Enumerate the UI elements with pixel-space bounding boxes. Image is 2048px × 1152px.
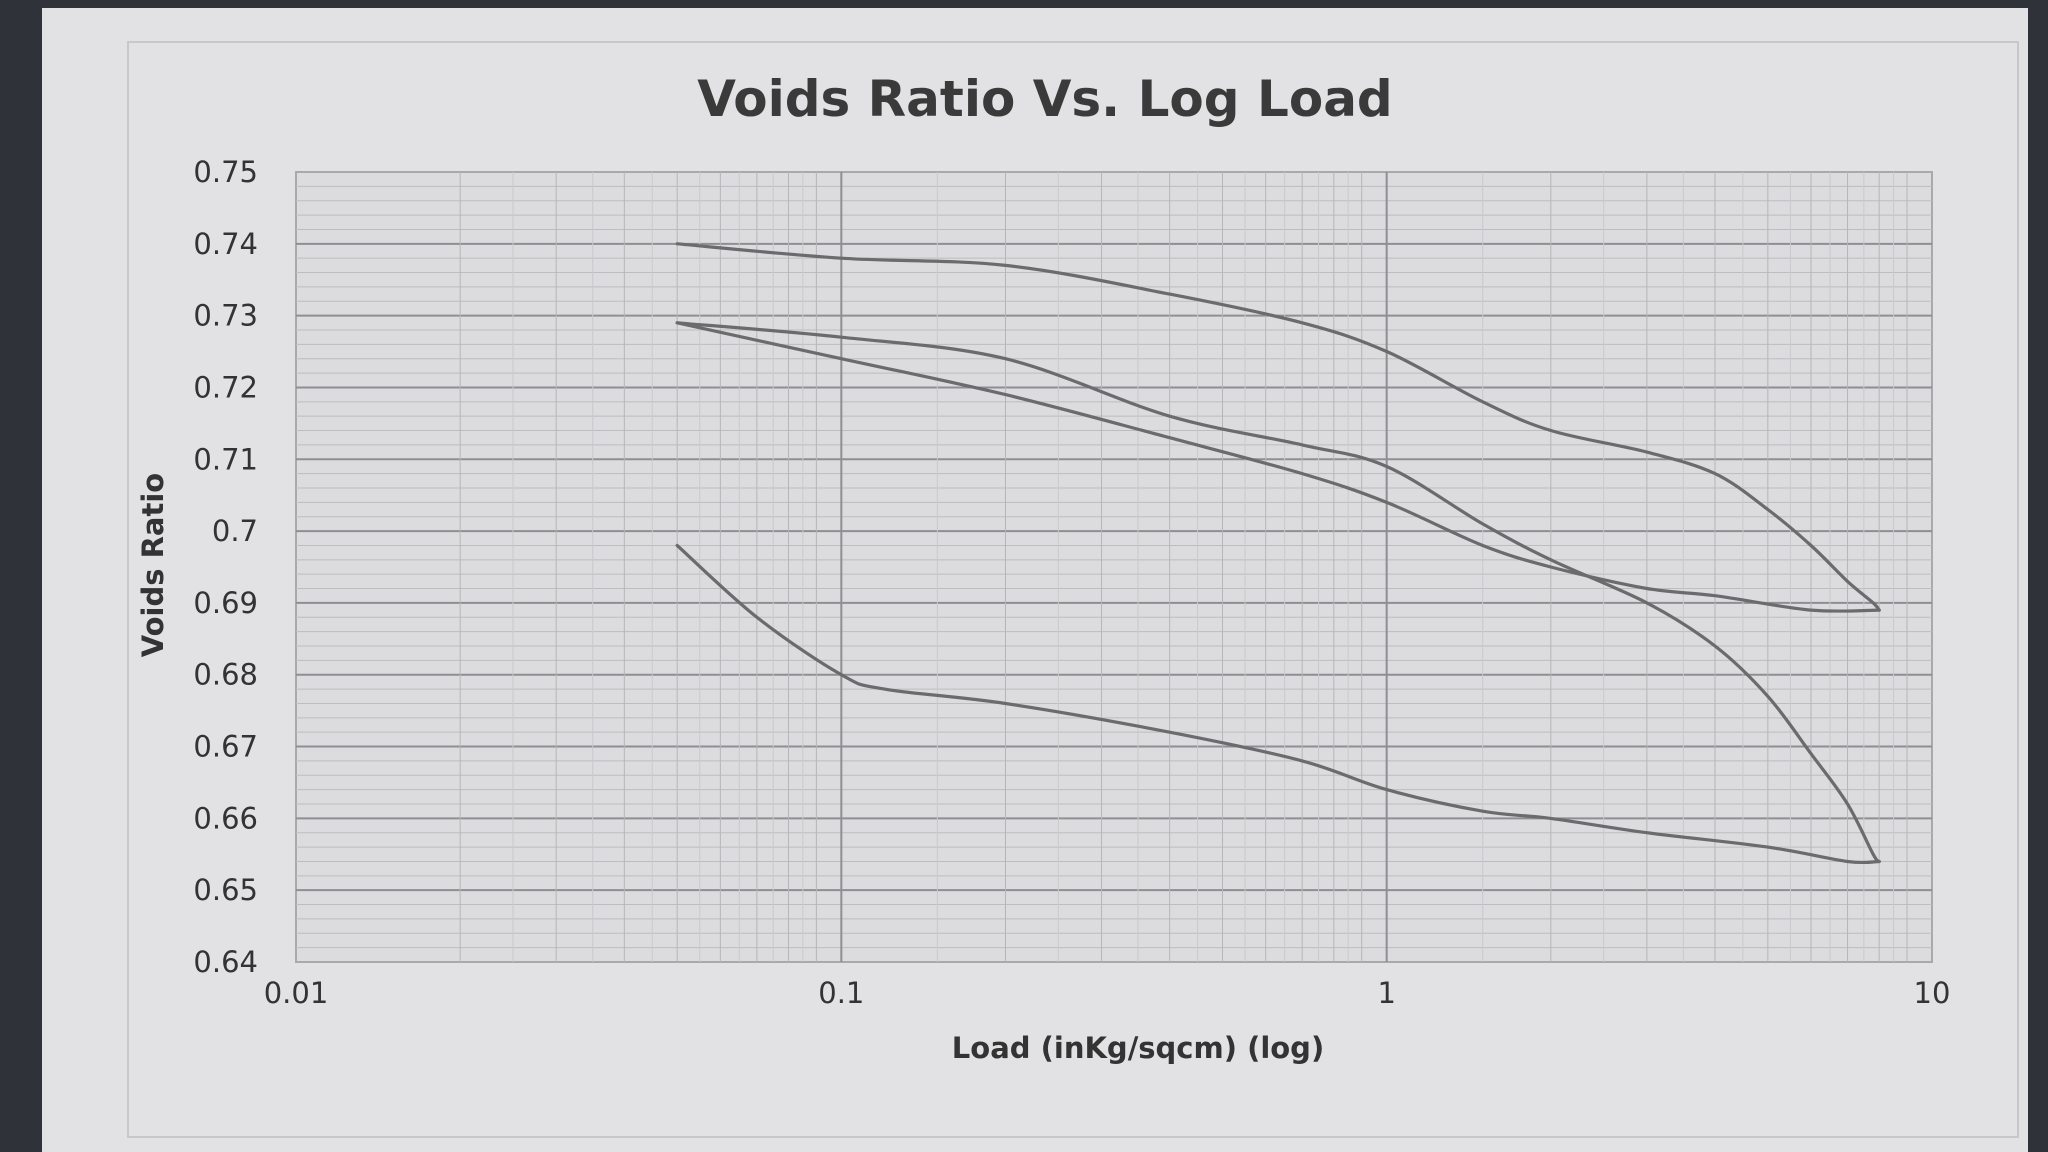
series-line-4 [675,543,1881,865]
y-tick-label: 0.75 [193,155,258,189]
y-tick-label: 0.64 [193,945,258,979]
y-tick-label: 0.69 [193,586,258,620]
chart-border [127,41,2019,1138]
y-tick-label: 0.72 [193,370,258,404]
y-tick-label: 0.66 [193,801,258,835]
chart-title: Voids Ratio Vs. Log Load [697,70,1392,128]
plot-area [295,171,1933,963]
series-line-2 [675,321,1881,613]
y-tick-label: 0.73 [193,299,258,333]
y-tick-label: 0.65 [193,873,258,907]
data-curves [675,242,1881,865]
y-tick-labels: 0.75 0.74 0.73 0.72 0.71 0.7 0.69 0.68 0.67 0.66 0… [193,155,258,979]
y-axis-label: Voids Ratio [136,473,170,657]
y-tick-label: 0.67 [193,730,258,764]
series-line-1 [675,242,1881,612]
y-tick-label: 0.7 [212,514,258,548]
y-tick-label: 0.68 [193,658,258,692]
x-axis-label: Load (inKg/sqcm) (log) [952,1031,1324,1065]
x-tick-labels: 0.01 0.1 1 10 [264,976,1951,1010]
y-tick-label: 0.74 [193,227,258,261]
x-tick-label: 1 [1377,976,1395,1010]
x-tick-label: 0.01 [264,976,329,1010]
y-tick-label: 0.71 [193,442,258,476]
series-line-3 [675,321,1881,864]
x-tick-label: 0.1 [818,976,864,1010]
grid-lines [295,171,1933,963]
x-tick-label: 10 [1914,976,1951,1010]
